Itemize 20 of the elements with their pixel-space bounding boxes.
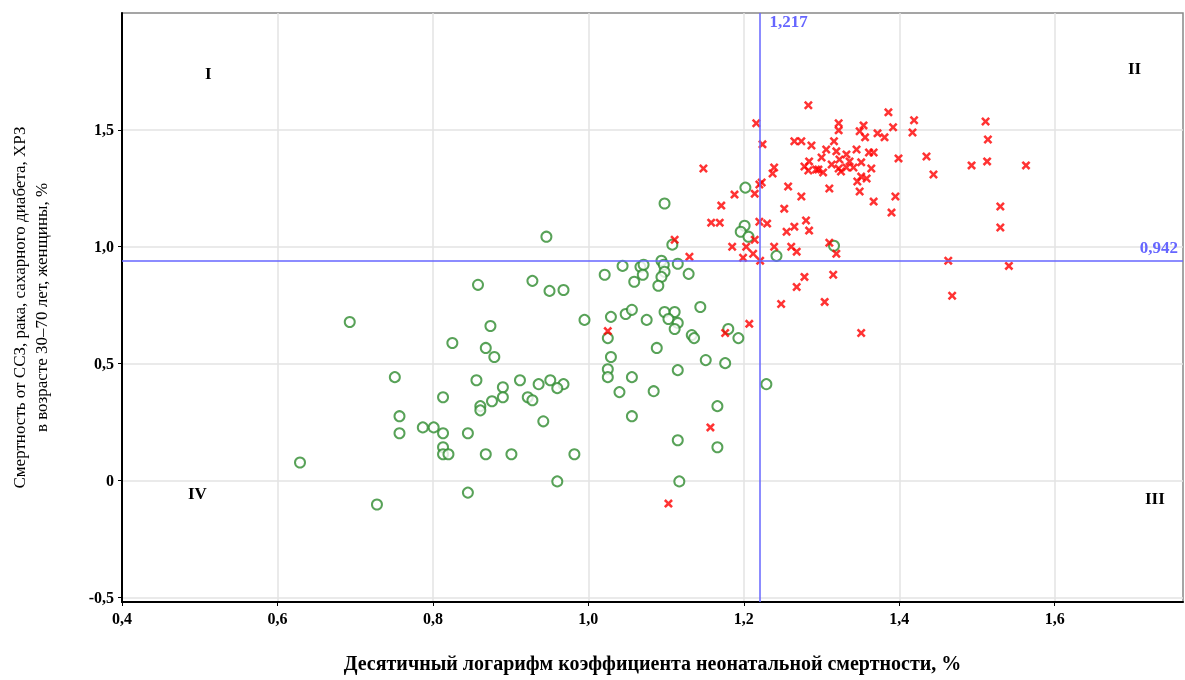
x-tick-label: 0,8 — [422, 609, 443, 627]
y-tick-label: 0,5 — [94, 355, 114, 373]
x-tick-label: 0,6 — [267, 609, 288, 627]
y-tick-label: 0 — [106, 471, 114, 489]
x-axis-title: Десятичный логарифм коэффициента неонатальной смертности, % — [343, 652, 962, 675]
y-axis-title: Смертность от ССЗ, рака, сахарного диабета, ХРЗ в возрасте 30–70 лет, женщины, % — [9, 126, 51, 489]
y-tick-label: 1,5 — [94, 121, 114, 139]
annotation: II — [1128, 59, 1142, 78]
annotation: III — [1145, 489, 1166, 508]
x-tick-label: 1,0 — [578, 609, 599, 627]
x-tick-label: 1,6 — [1044, 609, 1065, 627]
x-tick-label: 1,2 — [733, 609, 754, 627]
y-tick-label: -0,5 — [88, 588, 114, 606]
x-tick-label: 0,4 — [112, 609, 132, 627]
annotation: I — [205, 64, 212, 83]
annotation: IV — [188, 484, 208, 503]
ref-line-label: 0,942 — [1139, 237, 1178, 257]
x-tick-label: 1,4 — [889, 609, 910, 627]
y-tick-label: 1,0 — [94, 238, 114, 256]
ref-line-label: 1,217 — [769, 12, 809, 31]
